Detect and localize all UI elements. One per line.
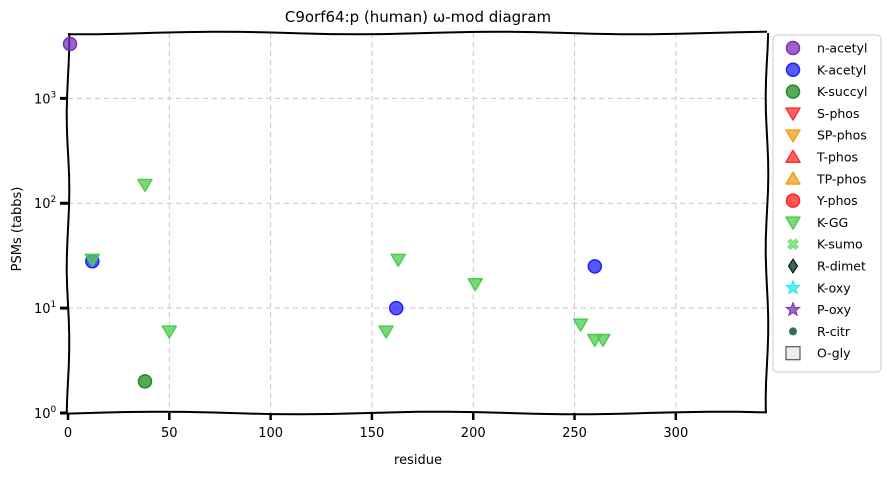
legend-label: SP-phos <box>817 128 867 143</box>
point-n-acetyl <box>62 36 78 52</box>
chart-title: C9orf64:p (human) ω-mod diagram <box>285 8 551 26</box>
legend-label: R-dimet <box>817 259 866 274</box>
point-k-gg <box>572 318 589 332</box>
point-k-gg <box>84 253 101 268</box>
point-k-gg <box>378 325 394 339</box>
legend-label: K-GG <box>817 215 848 230</box>
legend-label: R-citr <box>817 324 851 339</box>
legend-marker-r-citr <box>789 327 797 336</box>
legend-marker-y-phos <box>785 193 801 208</box>
axes: 0 50 100 150 200 250 300 100 101 102 103 <box>34 30 770 441</box>
grid <box>68 33 767 413</box>
plot-frame-top <box>67 30 768 36</box>
point-k-gg <box>161 325 178 339</box>
legend-marker-n-acetyl <box>785 40 801 56</box>
legend-marker-sp-phos <box>785 129 801 143</box>
legend-label: S-phos <box>817 106 859 121</box>
data-points <box>62 36 611 389</box>
legend-marker-t-phos <box>785 149 801 163</box>
legend-marker-s-phos <box>785 107 801 121</box>
legend-label: K-sumo <box>817 237 863 252</box>
legend-marker-o-gly <box>785 346 801 361</box>
legend-label: K-acetyl <box>817 62 866 77</box>
y-tick-label: 100 <box>34 405 57 422</box>
legend-box <box>772 34 882 373</box>
x-axis-label: residue <box>394 453 442 468</box>
x-tick-label: 100 <box>258 426 283 441</box>
point-k-gg <box>595 333 611 348</box>
x-tick-label: 250 <box>562 426 587 441</box>
plot-frame-left <box>65 32 71 414</box>
legend: n-acetyl K-acetyl K-succyl S-phos SP-phos T-p… <box>772 34 882 373</box>
legend-marker-p-oxy <box>784 301 802 317</box>
legend-marker-k-succyl <box>785 84 801 99</box>
point-k-gg <box>467 277 483 292</box>
point-k-gg <box>137 178 153 193</box>
plot-frame-right <box>764 32 770 414</box>
point-k-acetyl <box>587 259 603 274</box>
legend-marker-k-sumo <box>787 238 799 250</box>
point-k-gg <box>390 253 407 268</box>
legend-marker-k-gg <box>785 216 801 230</box>
legend-label: K-succyl <box>817 84 867 99</box>
plot-frame-bottom <box>67 410 768 416</box>
x-tick-label: 50 <box>161 426 178 441</box>
legend-label: TP-phos <box>816 171 866 186</box>
legend-marker-r-dimet <box>787 258 799 274</box>
legend-label: n-acetyl <box>817 41 867 56</box>
legend-label: T-phos <box>816 150 858 165</box>
x-tick-label: 150 <box>359 426 384 441</box>
y-tick-label: 101 <box>34 300 56 317</box>
legend-label: O-gly <box>817 346 851 361</box>
y-tick-label: 103 <box>34 90 56 107</box>
point-k-succyl <box>137 374 153 389</box>
y-tick-label: 102 <box>34 195 56 212</box>
legend-marker-k-acetyl <box>785 62 801 78</box>
legend-marker-k-oxy <box>784 279 802 295</box>
legend-label: Y-phos <box>816 193 858 208</box>
x-tick-label: 200 <box>461 426 486 441</box>
point-k-acetyl <box>388 300 404 316</box>
y-axis-label: PSMs (tabbs) <box>10 187 25 272</box>
x-tick-label: 0 <box>64 426 72 441</box>
x-tick-label: 300 <box>663 426 688 441</box>
legend-label: K-oxy <box>817 280 851 295</box>
legend-label: P-oxy <box>817 302 852 317</box>
legend-marker-tp-phos <box>785 171 801 185</box>
